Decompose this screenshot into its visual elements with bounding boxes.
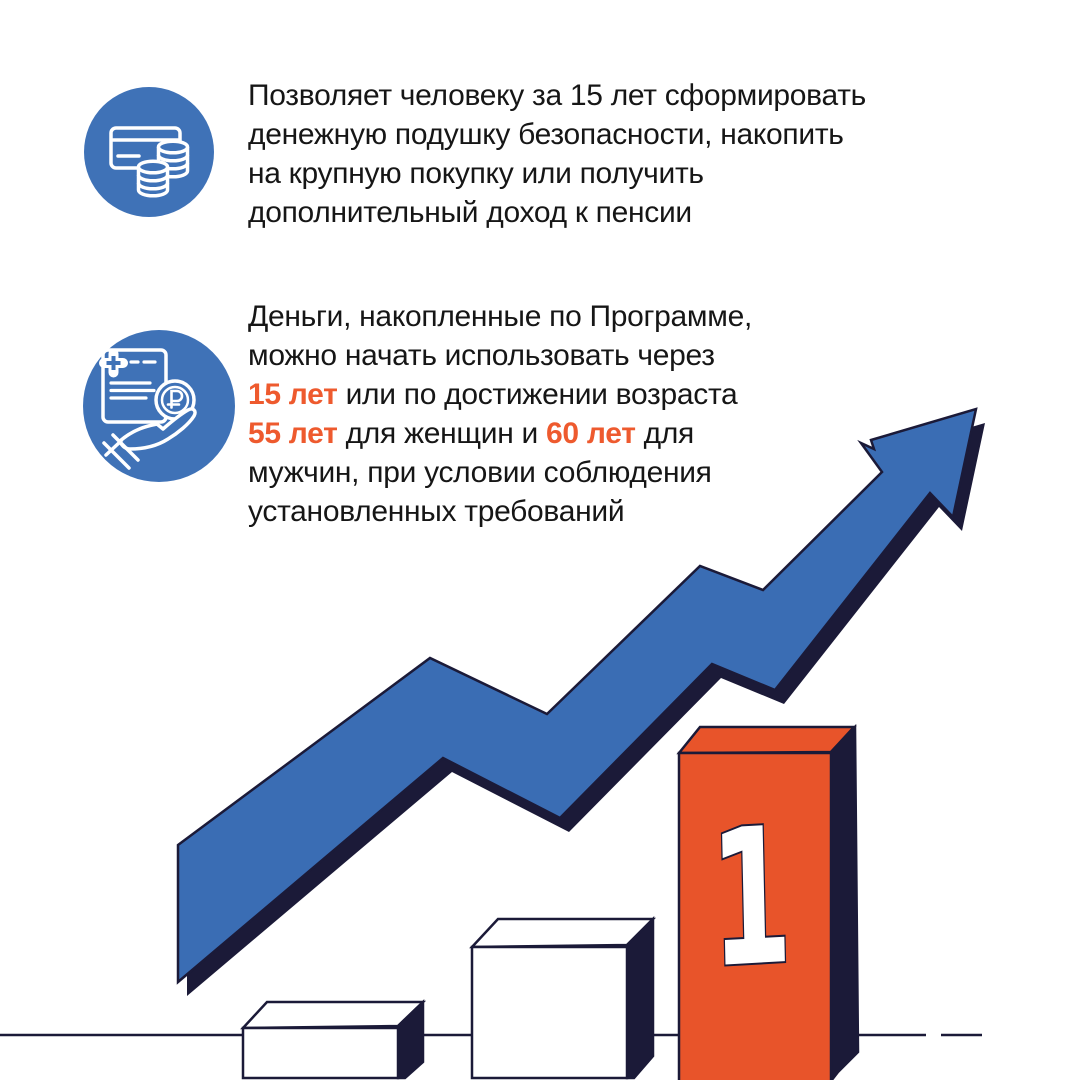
hand-icon xyxy=(102,407,197,470)
rank-1-label: 1 xyxy=(708,787,794,1010)
ruble-coin-icon xyxy=(154,379,196,421)
coin-stack-icon xyxy=(136,159,170,198)
growth-arrow-body xyxy=(176,407,978,985)
growth-arrow xyxy=(176,407,985,996)
bullet-2-text: Деньги, накопленные по Программе, можно … xyxy=(248,300,752,528)
podium-box-1: 1 xyxy=(676,723,860,1080)
document-ruble-hand-icon xyxy=(83,330,235,482)
bullet-1-text: Позволяет человеку за 15 лет сформироват… xyxy=(248,79,866,229)
podium-box-2 xyxy=(469,915,657,1080)
podium-box-3 xyxy=(240,999,427,1080)
bank-card-and-coins-icon xyxy=(84,87,214,217)
